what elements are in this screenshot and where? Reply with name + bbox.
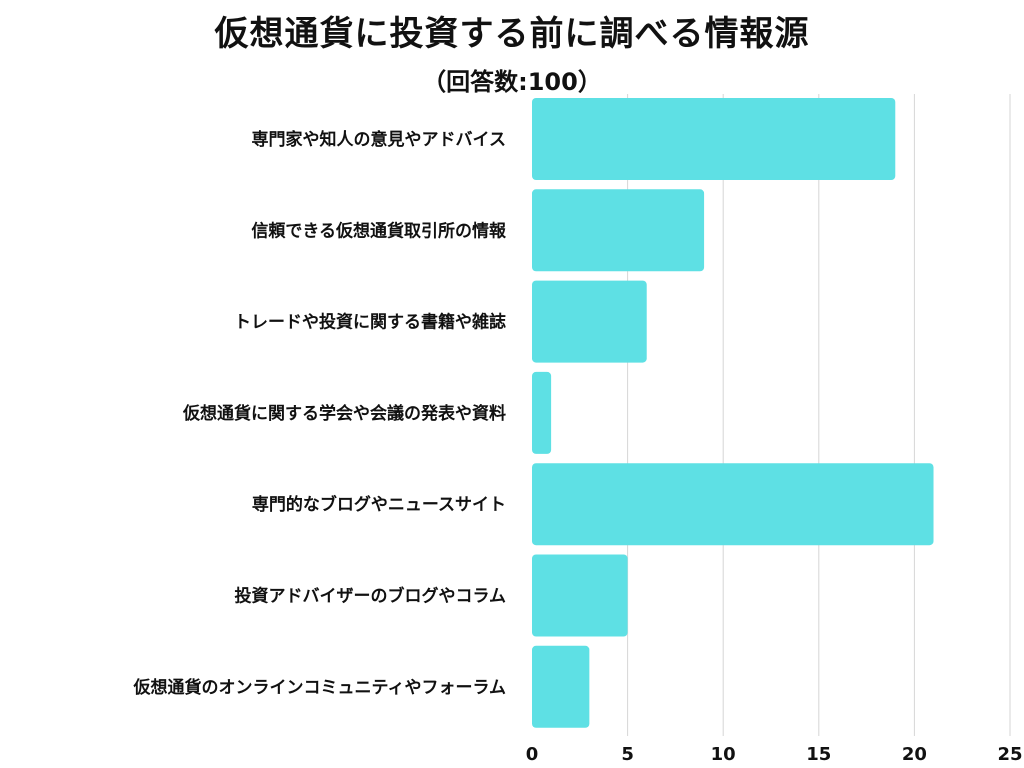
bar [532,98,896,180]
x-tick-label: 20 [902,744,927,765]
bar [532,280,647,363]
category-label: 仮想通貨に関する学会や会議の発表や資料 [182,403,506,424]
category-label: 専門的なブログやニュースサイト [252,494,506,515]
x-tick-label: 25 [997,744,1022,765]
chart-subtitle: （回答数:100） [422,68,602,96]
category-label: 専門家や知人の意見やアドバイス [252,129,507,150]
x-tick-label: 5 [621,744,634,765]
bar [532,189,705,272]
bar [532,463,934,546]
category-label: 投資アドバイザーのブログやコラム [235,586,507,607]
category-labels: 専門家や知人の意見やアドバイス信頼できる仮想通貨取引所の情報トレードや投資に関す… [133,129,507,698]
category-label: トレードや投資に関する書籍や雑誌 [234,312,506,333]
bars [532,98,934,728]
bar [532,371,552,454]
category-label: 信頼できる仮想通貨取引所の情報 [251,220,507,241]
category-label: 仮想通貨のオンラインコミュニティやフォーラム [133,677,506,698]
x-axis-ticks: 0 5 10 15 20 25 [526,744,1023,765]
bar [532,554,628,637]
x-tick-label: 15 [806,744,831,765]
bar [532,645,590,728]
x-tick-label: 10 [711,744,736,765]
chart-title: 仮想通貨に投資する前に調べる情報源 [214,14,810,54]
x-tick-label: 0 [526,744,539,765]
